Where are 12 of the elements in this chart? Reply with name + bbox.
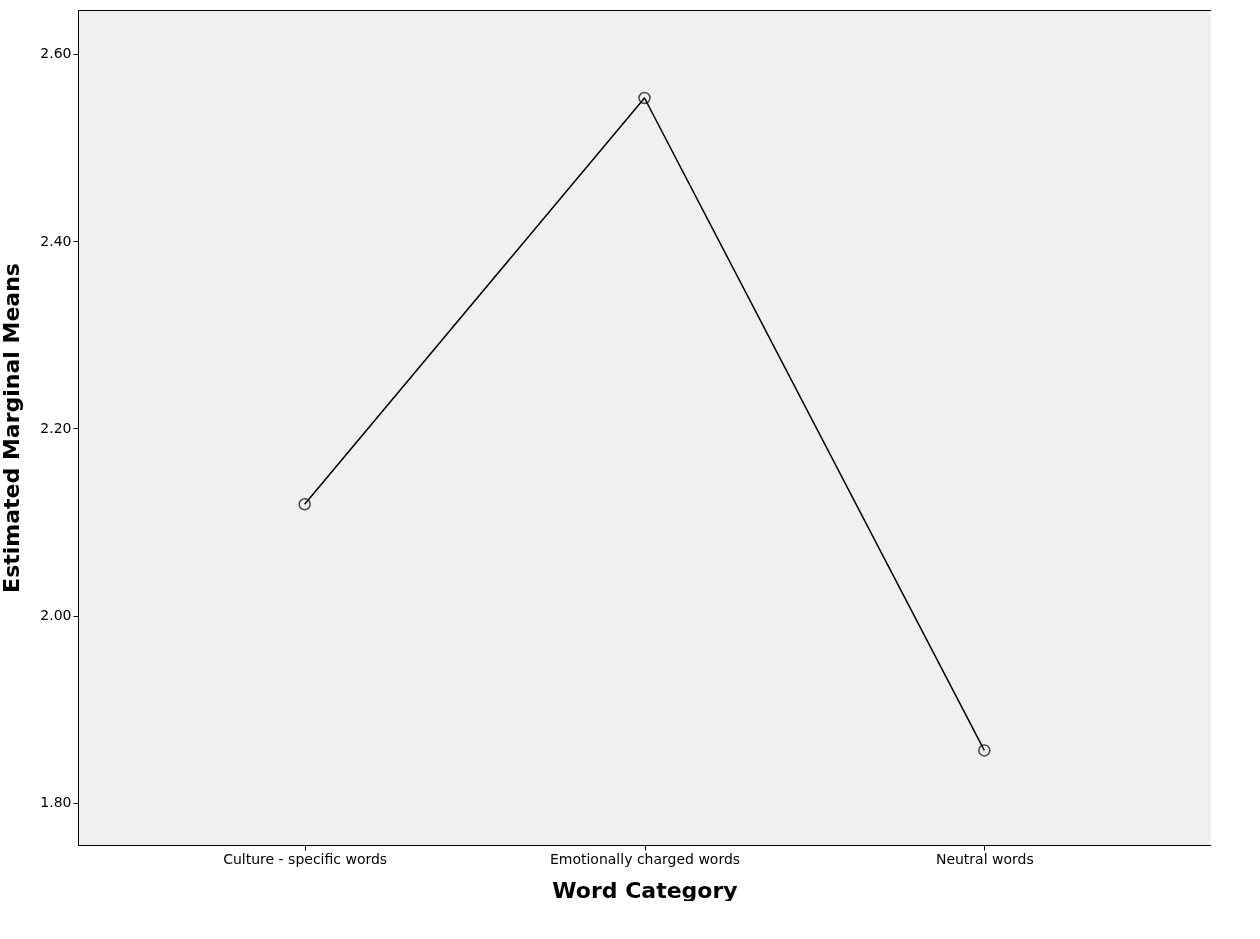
point	[298, 498, 311, 511]
y-tick-label: 1.80	[40, 794, 72, 811]
point	[638, 91, 651, 105]
y-axis-title: Estimated Marginal Means	[0, 263, 25, 593]
x-tick-label: Culture - specific words	[223, 850, 388, 867]
x-tick-label: Emotionally charged words	[549, 850, 741, 867]
y-tick-label: 2.20	[40, 419, 72, 436]
y-tick-label: 2.00	[40, 607, 72, 624]
y-tick-label: 2.60	[40, 45, 72, 62]
point	[978, 744, 991, 757]
y-tick-label: 2.40	[40, 232, 72, 249]
x-tick-label: Neutral words	[935, 850, 1034, 867]
